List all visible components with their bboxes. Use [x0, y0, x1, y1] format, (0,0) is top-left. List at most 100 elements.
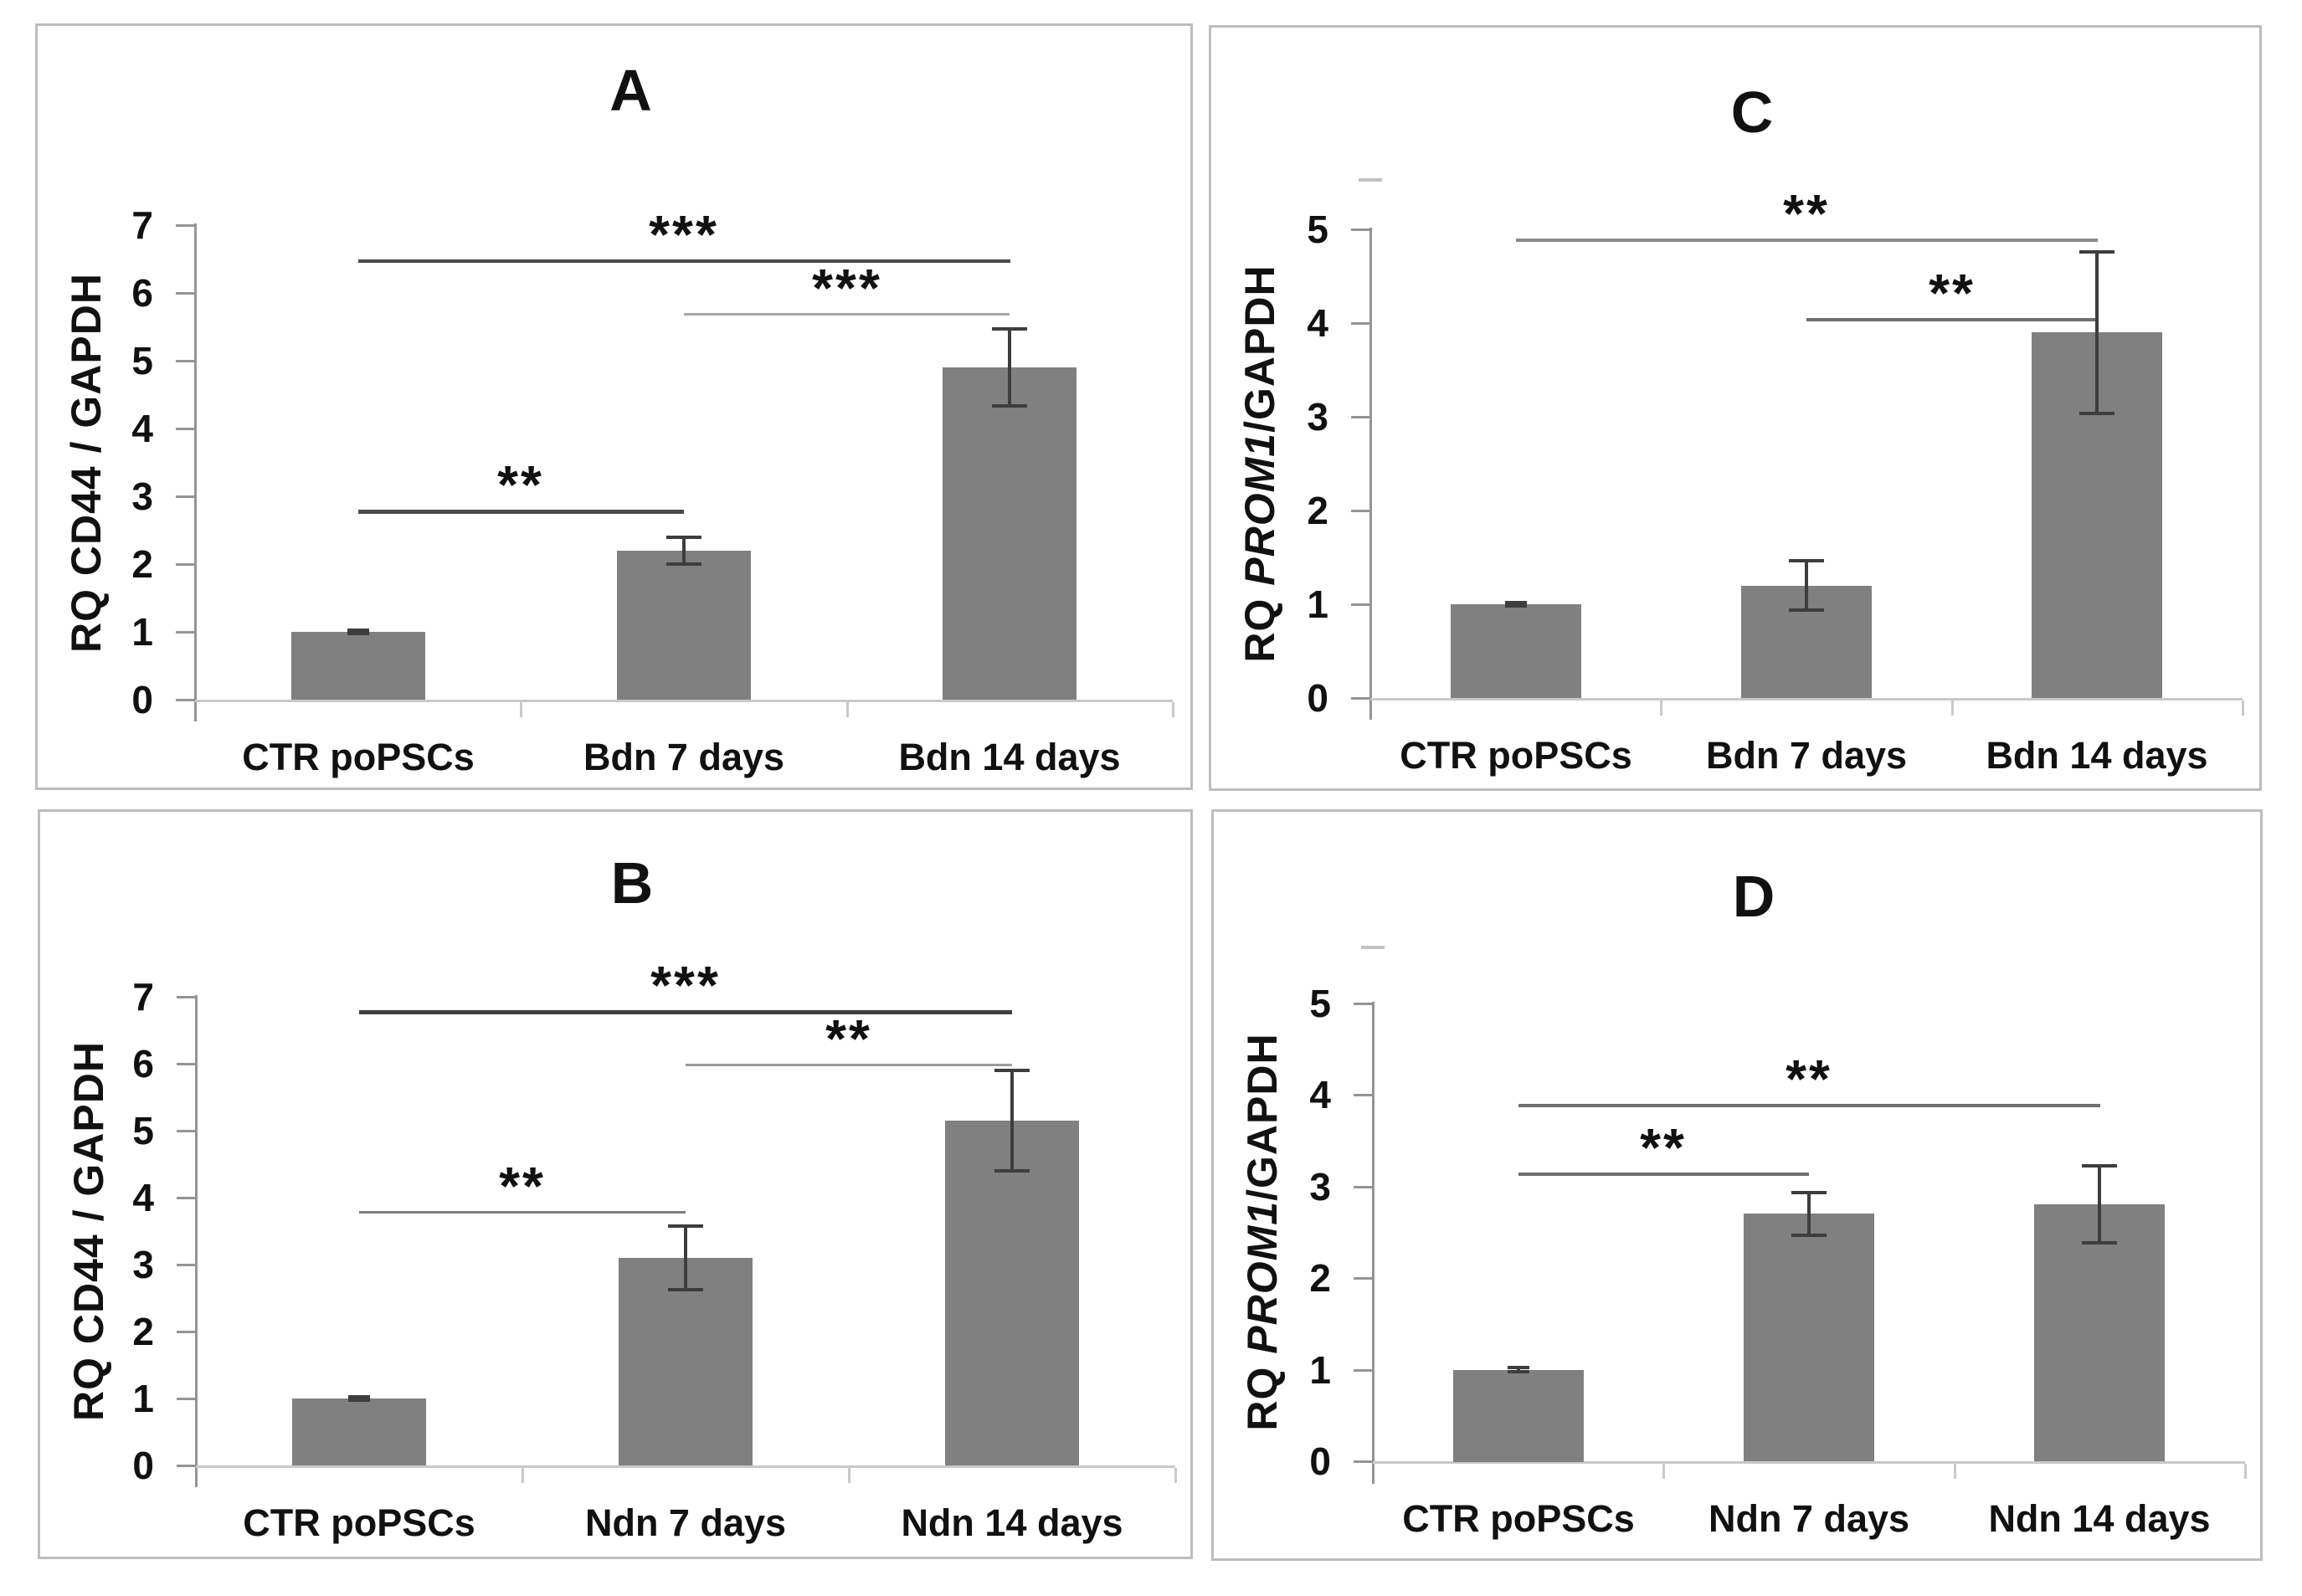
significance-label: ** [825, 1008, 872, 1069]
category-label: Bdn 7 days [1705, 734, 1908, 777]
error-bar-cap-bottom [348, 1398, 370, 1402]
bar-ctr-popscs [1453, 1370, 1584, 1462]
error-bar-line [684, 1226, 687, 1289]
y-tick-label: 5 [131, 339, 153, 382]
significance-line [1518, 1104, 2100, 1107]
significance-line [1518, 1173, 1809, 1176]
x-axis-tick [1662, 1464, 1665, 1479]
error-bar-line [2098, 1166, 2101, 1243]
panel-d-title: D [1732, 864, 1775, 929]
y-tick-label: 1 [1309, 1348, 1331, 1392]
y-tick [1354, 1003, 1373, 1005]
bar-ndn-7-days [1744, 1214, 1874, 1461]
x-axis-tick [1660, 700, 1662, 716]
x-axis-tick [1174, 1468, 1177, 1483]
y-tick [1354, 1277, 1373, 1280]
y-tick-label: 7 [132, 975, 154, 1019]
category-label: Ndn 7 days [584, 1501, 787, 1544]
y-tick [177, 1197, 196, 1199]
y-tick [1354, 1186, 1373, 1188]
bar-ctr-popscs [1451, 604, 1581, 698]
y-tick-label: 2 [132, 1310, 154, 1353]
y-tick [176, 360, 195, 362]
y-tick-label: 2 [1309, 1256, 1331, 1300]
panel-c-title: C [1730, 80, 1774, 145]
panel-a-title: A [609, 58, 652, 123]
error-bar-cap-bottom [666, 562, 701, 566]
panel-a: A RQ CD44 / GAPDH 0 1 2 3 4 5 6 7 *** *** ** CTR poP… [35, 23, 1193, 790]
x-axis-tick [520, 702, 522, 717]
y-axis-line [1372, 1002, 1375, 1484]
error-bar-cap-bottom [1789, 608, 1824, 612]
category-label: Ndn 14 days [1988, 1497, 2211, 1540]
bar-ndn-7-days [619, 1258, 753, 1465]
error-bar-cap-top [666, 536, 701, 539]
y-axis-title: RQ CD44 / GAPDH [59, 938, 118, 1524]
error-bar-cap-top [347, 629, 369, 632]
y-tick-label: 1 [132, 1377, 154, 1420]
y-tick [1351, 228, 1370, 231]
significance-label: ** [1929, 263, 1976, 323]
y-tick [1351, 322, 1370, 325]
y-tick [176, 631, 195, 634]
significance-label: *** [649, 204, 719, 264]
y-tick-label: 5 [1307, 208, 1328, 251]
y-tick-label: 2 [1307, 489, 1328, 532]
y-axis-line [1369, 228, 1372, 720]
x-axis-tick [2242, 700, 2244, 716]
panel-c: C RQ PROM1/GAPDH 0 1 2 3 4 5 ** ** CTR poPSCs Bdn … [1209, 25, 2262, 791]
x-axis-tick [1951, 700, 1954, 716]
x-axis-tick [1954, 1464, 1956, 1479]
error-bar-line [1517, 1368, 1520, 1371]
error-bar-cap-top [668, 1224, 703, 1228]
error-bar-cap-bottom [347, 632, 369, 635]
y-tick-label: 1 [131, 610, 153, 654]
significance-line [359, 1211, 686, 1214]
error-bar-cap-top [1789, 559, 1824, 562]
bar-bdn-14-days [943, 367, 1076, 700]
y-tick-label: 4 [1307, 301, 1328, 345]
category-label: Ndn 7 days [1708, 1497, 1910, 1540]
category-label: CTR poPSCs [1402, 1497, 1635, 1540]
y-tick [177, 1130, 196, 1132]
y-tick-label: 0 [132, 1444, 154, 1487]
x-axis-line [1370, 698, 2243, 700]
error-bar-cap-bottom [1791, 1234, 1827, 1237]
y-tick [1354, 1094, 1373, 1096]
error-bar-cap-bottom [2082, 1241, 2117, 1244]
error-bar-cap-bottom [2079, 412, 2114, 415]
y-axis-line [194, 223, 197, 721]
y-tick-label: 3 [132, 1243, 154, 1286]
y-tick-label: 7 [131, 203, 153, 247]
y-tick-label: 0 [1307, 676, 1328, 720]
y-tick-label: 0 [131, 678, 153, 721]
x-axis-tick [2244, 1464, 2247, 1479]
y-tick-label: 5 [132, 1109, 154, 1152]
y-tick-label: 4 [1309, 1073, 1331, 1116]
category-label: Ndn 14 days [901, 1501, 1123, 1544]
error-bar-cap-bottom [994, 1169, 1030, 1173]
y-tick [176, 495, 195, 498]
y-tick [177, 1465, 196, 1467]
axis-artifact-tick [1359, 178, 1382, 182]
significance-label: *** [812, 258, 882, 318]
y-tick-label: 3 [131, 475, 153, 518]
x-axis-tick [848, 1468, 850, 1483]
x-axis-tick [1172, 702, 1174, 717]
y-tick [176, 563, 195, 566]
error-bar-line [1805, 561, 1808, 609]
y-tick-label: 6 [132, 1042, 154, 1085]
y-tick-label: 3 [1309, 1165, 1331, 1209]
error-bar-cap-top [992, 327, 1027, 331]
y-tick [176, 699, 195, 701]
category-label: CTR poPSCs [1400, 734, 1632, 777]
significance-label: ** [499, 1156, 546, 1216]
panel-b-title: B [610, 850, 654, 916]
x-axis-line [196, 1465, 1175, 1468]
error-bar-cap-bottom [668, 1288, 703, 1291]
significance-label: ** [497, 454, 544, 515]
error-bar-cap-bottom [992, 404, 1027, 408]
error-bar-cap-top [348, 1395, 370, 1398]
category-label: Bdn 14 days [898, 736, 1121, 778]
